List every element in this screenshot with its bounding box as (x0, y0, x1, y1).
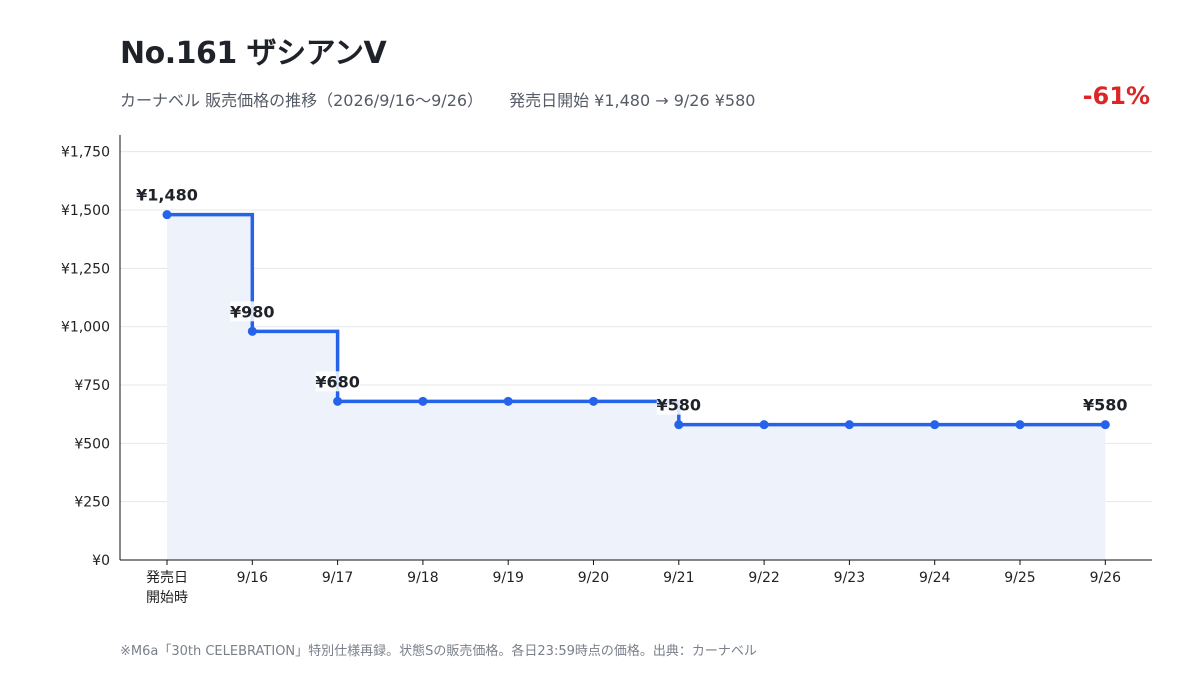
y-tick-label: ¥1,000 (61, 320, 110, 336)
data-point (162, 210, 172, 220)
data-label-bg (315, 371, 360, 392)
area-fill (167, 214, 1106, 560)
x-tick-label: 9/17 (322, 570, 353, 586)
price-step-chart: ¥0 ¥250 ¥500 ¥750 ¥1,000 ¥1,250 ¥1,500 ¥1,750 発売… (61, 135, 1152, 606)
data-point (844, 420, 854, 430)
data-label: ¥1,480 (136, 186, 198, 205)
y-tick-label: ¥1,750 (61, 145, 110, 161)
x-tick-label: 9/24 (919, 570, 951, 586)
data-point (503, 396, 513, 406)
y-tick-label: ¥1,250 (61, 261, 110, 277)
subtitle-summary: 発売日開始 ¥1,480 → 9/26 ¥580 (509, 91, 756, 110)
x-tick-label: 9/23 (834, 570, 865, 586)
data-label-bg (1083, 394, 1128, 415)
x-tick-label: 開始時 (146, 590, 188, 606)
data-point (674, 420, 684, 430)
x-tick-label: 9/22 (748, 570, 779, 586)
footnote: ※M6a「30th CELEBRATION」特別仕様再録。状態Sの販売価格。各日… (120, 644, 757, 659)
data-label: ¥580 (657, 396, 702, 415)
data-label-bg (656, 394, 701, 415)
subtitle-period: カーナベル 販売価格の推移（2026/9/16〜9/26） (120, 91, 484, 110)
data-point (333, 396, 343, 406)
x-tick-label: 9/18 (407, 570, 438, 586)
data-point (247, 326, 257, 336)
price-change-badge: -61% (1082, 82, 1150, 110)
data-point (1015, 420, 1025, 430)
y-tick-label: ¥500 (74, 436, 110, 452)
data-point (589, 396, 598, 406)
data-label-bg (230, 301, 275, 322)
y-tick-label: ¥250 (74, 495, 110, 511)
chart-title: No.161 ザシアンV (120, 36, 387, 71)
data-point (418, 396, 428, 406)
data-point (1100, 420, 1110, 430)
x-tick-label: 9/21 (663, 570, 694, 586)
x-tick-label: 9/25 (1004, 570, 1035, 586)
y-tick-label: ¥1,500 (61, 203, 110, 219)
data-label: ¥680 (315, 372, 360, 391)
data-point (759, 420, 769, 430)
x-tick-label: 9/16 (237, 570, 269, 586)
y-tick-label: ¥750 (74, 378, 110, 394)
x-tick-label: 発売日 (146, 570, 188, 586)
data-label-bg (135, 184, 199, 205)
y-tick-label: ¥0 (92, 553, 110, 569)
data-point (930, 420, 940, 430)
x-tick-label: 9/26 (1090, 570, 1122, 586)
data-label: ¥980 (230, 302, 275, 321)
x-tick-label: 9/20 (578, 570, 609, 586)
x-tick-label: 9/19 (492, 570, 523, 586)
data-label: ¥580 (1083, 396, 1128, 415)
chart-subtitle: カーナベル 販売価格の推移（2026/9/16〜9/26） 発売日開始 ¥1,48… (120, 87, 755, 111)
